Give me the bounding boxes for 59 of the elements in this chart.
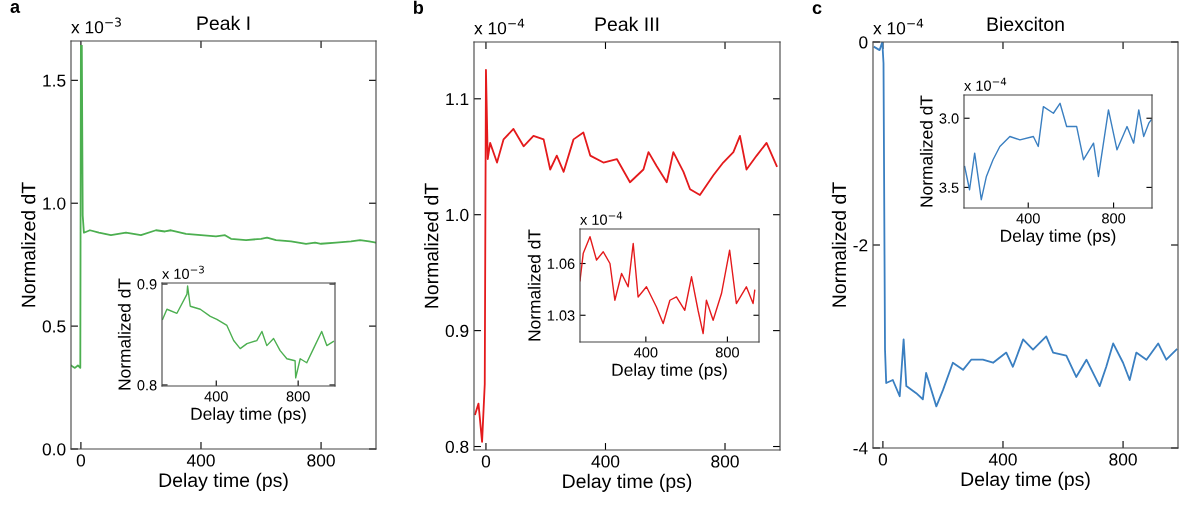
text: x 10$^{−3}$ [71,17,121,34]
x-axis-title: Delay time (ps) [1001,229,1116,246]
text: x 10$^{−4}$ [474,18,525,35]
x-tick-label: 800 [286,391,310,402]
y-tick-label: 1.03 [547,310,575,321]
y-tick-label: 0.8 [137,380,157,391]
x-tick-label: 800 [715,347,739,358]
y-tick-label: 1.0 [43,197,66,210]
text: x 10$^{−4}$ [873,18,924,35]
x-axis-title: Delay time (ps) [563,473,692,492]
x-tick-label: 0 [878,453,888,466]
x-tick-label: 0 [481,455,491,468]
y-tick-label: 0 [859,36,868,49]
chart-title: Peak III [595,16,659,32]
x-tick-label: 800 [307,454,335,467]
y-axis-title: Normalized dT [527,229,541,341]
y-tick-label: -4 [853,442,868,455]
annotation: x 10$^{−4}$ [580,211,623,225]
x-tick-label: 400 [1016,213,1040,224]
x-tick-label: 400 [591,455,620,468]
text: b [413,0,424,14]
chart-title: Biexciton [987,16,1064,32]
x-axis-title: Delay time (ps) [159,472,288,491]
y-axis-title: Normalized dT [117,278,131,390]
y-tick-label: 3.0 [939,113,959,124]
text: a [10,3,21,13]
y-tick-label: -2 [853,239,868,252]
x-axis-title: Delay time (ps) [191,407,306,424]
y-tick-label: 3.5 [939,182,959,193]
y-tick-label: 0.9 [445,324,469,338]
annotation: x 10$^{−3}$ [162,265,204,279]
line-series [964,102,1152,201]
y-axis-title: Normalized dT [919,95,933,207]
line-series [580,236,756,335]
x-tick-label: 400 [204,391,228,402]
y-tick-label: 0.8 [445,440,469,453]
x-tick-label: 400 [186,454,215,467]
line-series [474,68,778,443]
y-tick-label: 0.5 [42,320,66,333]
chart-title: Peak I [197,15,250,31]
y-tick-label: 1.0 [446,208,469,222]
y-tick-label: 1.06 [547,258,575,269]
y-tick-label: 1.5 [43,74,66,87]
x-axis-title: Delay time (ps) [961,471,1090,490]
y-tick-label: 0.0 [42,443,66,456]
x-tick-label: 800 [1109,453,1137,466]
y-axis-title: Normalized dT [424,183,439,308]
y-tick-label: 0.9 [137,279,157,290]
y-axis-title: Normalized dT [831,182,847,307]
x-tick-label: 800 [1102,213,1126,224]
y-tick-label: 1.1 [446,93,469,106]
x-axis-title: Delay time (ps) [612,363,727,380]
x-tick-label: 0 [76,454,86,467]
x-tick-label: 800 [711,455,739,468]
x-tick-label: 400 [988,453,1017,466]
y-axis-title: Normalized dT [21,182,36,307]
annotation: x 10$^{−4}$ [964,77,1007,91]
text: c [812,4,822,15]
x-tick-label: 400 [634,347,658,358]
